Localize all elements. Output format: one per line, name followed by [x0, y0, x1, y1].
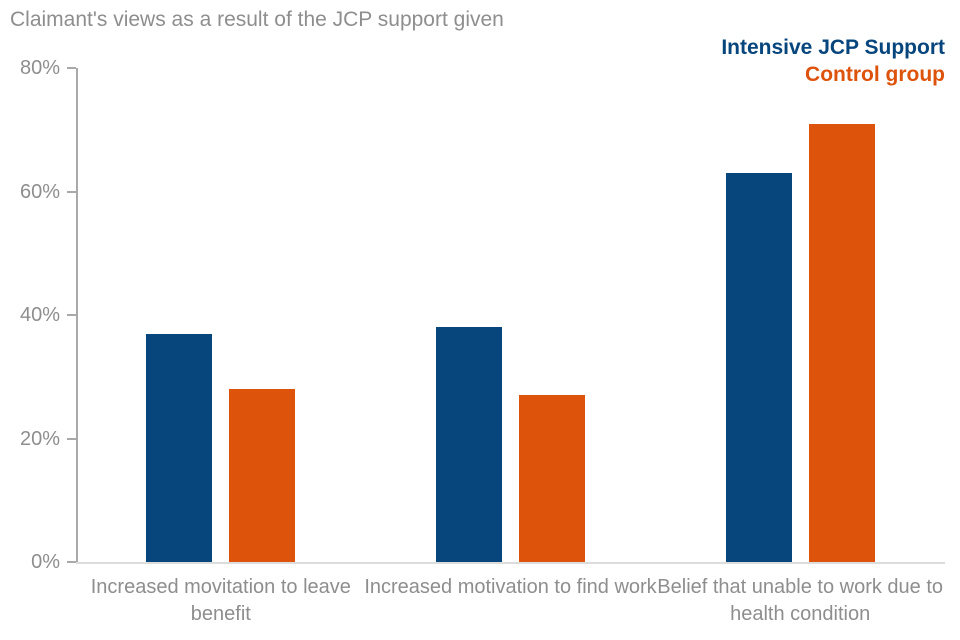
y-axis-line	[76, 68, 78, 562]
y-axis-tick-label: 0%	[31, 551, 60, 573]
y-axis-tick-label: 80%	[19, 57, 60, 79]
category-label-0: Increased movitation to leave benefit	[90, 576, 351, 625]
y-axis-tick-label: 40%	[19, 304, 60, 326]
y-axis-tick-label: 60%	[19, 180, 60, 203]
legend: Intensive JCP Support Control group	[721, 34, 945, 88]
bar-control-group-1	[519, 395, 585, 562]
y-axis-tick-mark	[67, 67, 76, 69]
y-axis-tick-label: 20%	[19, 427, 60, 450]
bar-intensive-jcp-support-1	[436, 327, 502, 562]
category-label-1: Increased motivation to find work	[364, 576, 657, 598]
y-axis-tick-mark	[67, 561, 76, 563]
y-axis-tick-mark	[67, 437, 76, 440]
bar-intensive-jcp-support-2	[725, 172, 792, 562]
bar-control-group-0	[229, 389, 296, 562]
bar-intensive-jcp-support-0	[146, 333, 213, 562]
legend-item-control-group: Control group	[805, 63, 945, 86]
legend-item-intensive-jcp-support: Intensive JCP Support	[721, 36, 945, 59]
y-axis-tick-mark	[67, 190, 76, 193]
category-label-2: Belief that unable to work due to health…	[657, 576, 944, 625]
bar-control-group-2	[808, 123, 875, 562]
x-axis-line	[76, 562, 945, 564]
chart-title: Claimant's views as a result of the JCP …	[10, 8, 504, 31]
y-axis-tick-mark	[67, 314, 76, 316]
